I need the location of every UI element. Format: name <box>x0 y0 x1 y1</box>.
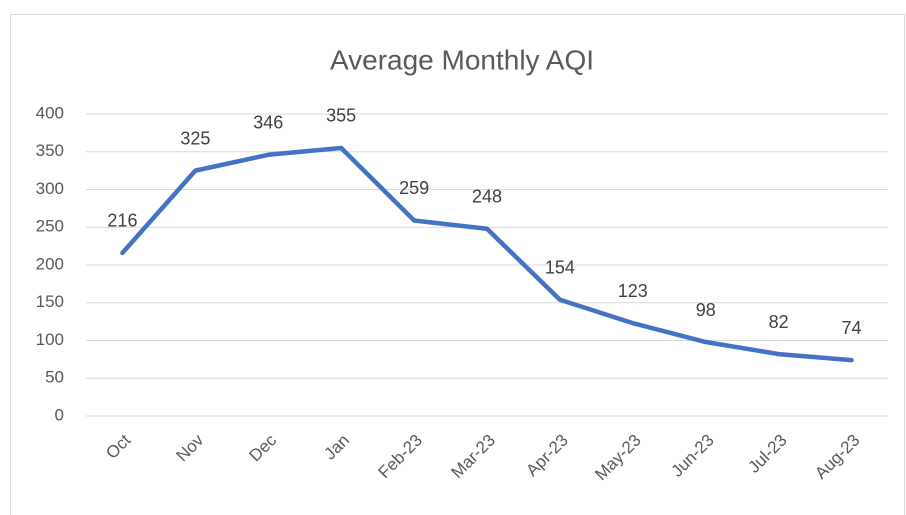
y-tick-label: 250 <box>36 217 64 236</box>
y-tick-label: 300 <box>36 179 64 198</box>
y-tick-label: 400 <box>36 103 64 122</box>
y-tick-label: 350 <box>36 141 64 160</box>
y-tick-label: 150 <box>36 292 64 311</box>
data-label: 123 <box>618 281 648 301</box>
data-label: 325 <box>180 128 210 148</box>
data-label: 98 <box>696 300 716 320</box>
data-label: 74 <box>842 318 862 338</box>
chart-title: Average Monthly AQI <box>330 44 594 75</box>
y-tick-label: 0 <box>55 405 64 424</box>
data-label: 82 <box>769 312 789 332</box>
data-label: 154 <box>545 257 575 277</box>
y-tick-label: 200 <box>36 254 64 273</box>
data-label: 216 <box>107 211 137 231</box>
data-label: 355 <box>326 106 356 126</box>
data-line <box>120 145 854 363</box>
data-label: 248 <box>472 187 502 207</box>
data-label: 346 <box>253 113 283 133</box>
y-tick-label: 100 <box>36 330 64 349</box>
y-tick-label: 50 <box>45 368 64 387</box>
data-label: 259 <box>399 178 429 198</box>
